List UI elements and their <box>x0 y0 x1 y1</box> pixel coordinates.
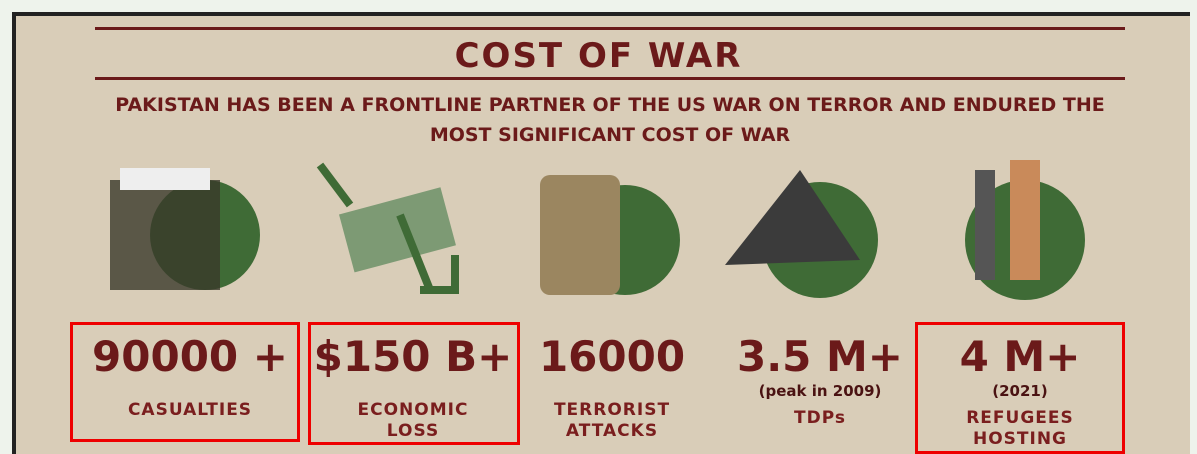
stat-label: CASUALTIES <box>127 400 253 420</box>
stat-label: TDPs <box>794 408 846 428</box>
highlight-box <box>308 322 520 445</box>
stat-note: (2021) <box>992 382 1048 400</box>
stat-value: 4 M+ <box>959 332 1081 381</box>
stat-label: ECONOMIC LOSS <box>357 400 469 441</box>
stat-value: $150 B+ <box>313 332 513 381</box>
stat-value: 90000 + <box>92 332 288 381</box>
highlight-box <box>915 322 1125 454</box>
subtitle: PAKISTAN HAS BEEN A FRONTLINE PARTNER OF… <box>115 94 1105 146</box>
rule <box>95 27 1125 30</box>
stat-value: 16000 <box>538 332 686 381</box>
rule <box>95 77 1125 80</box>
stat-note: (peak in 2009) <box>758 382 882 400</box>
stat-value: 3.5 M+ <box>736 332 903 381</box>
stat-label: TERRORIST ATTACKS <box>553 400 671 441</box>
stat-label: REFUGEES HOSTING <box>966 408 1074 449</box>
highlight-box <box>70 322 300 442</box>
title: COST OF WAR <box>454 36 743 76</box>
